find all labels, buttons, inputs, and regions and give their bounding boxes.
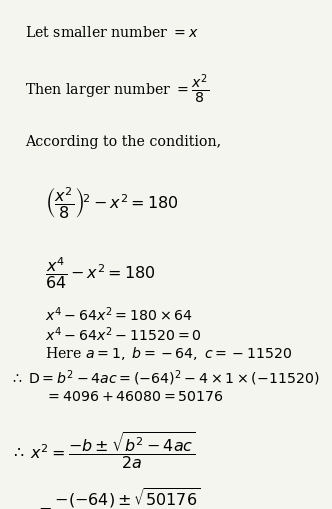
Text: According to the condition,: According to the condition, <box>25 135 221 149</box>
Text: $\therefore\;\mathrm{D} = b^2 - 4ac = (-64)^2 - 4 \times 1 \times (-11520)$: $\therefore\;\mathrm{D} = b^2 - 4ac = (-… <box>10 368 320 387</box>
Text: $= \dfrac{-(-64) \pm \sqrt{50176}}{2 \times 1}$: $= \dfrac{-(-64) \pm \sqrt{50176}}{2 \ti… <box>35 486 200 509</box>
Text: Let smaller number $= x$: Let smaller number $= x$ <box>25 25 199 40</box>
Text: $= 4096 + 46080 = 50176$: $= 4096 + 46080 = 50176$ <box>45 390 224 404</box>
Text: $x^4 - 64x^2 - 11520 = 0$: $x^4 - 64x^2 - 11520 = 0$ <box>45 325 202 344</box>
Text: $\dfrac{x^4}{64} - x^2 = 180$: $\dfrac{x^4}{64} - x^2 = 180$ <box>45 255 156 291</box>
Text: $x^4 - 64x^2 = 180 \times 64$: $x^4 - 64x^2 = 180 \times 64$ <box>45 305 193 324</box>
Text: Here $a = 1,\; b = -64,\; c = -11520$: Here $a = 1,\; b = -64,\; c = -11520$ <box>45 345 292 362</box>
Text: $\left(\dfrac{x^2}{8}\right)^{\!2} - x^2 = 180$: $\left(\dfrac{x^2}{8}\right)^{\!2} - x^2… <box>45 185 179 221</box>
Text: $\therefore\; x^2 = \dfrac{-b \pm \sqrt{b^2 - 4ac}}{2a}$: $\therefore\; x^2 = \dfrac{-b \pm \sqrt{… <box>10 430 196 471</box>
Text: Then larger number $= \dfrac{x^2}{8}$: Then larger number $= \dfrac{x^2}{8}$ <box>25 73 209 106</box>
